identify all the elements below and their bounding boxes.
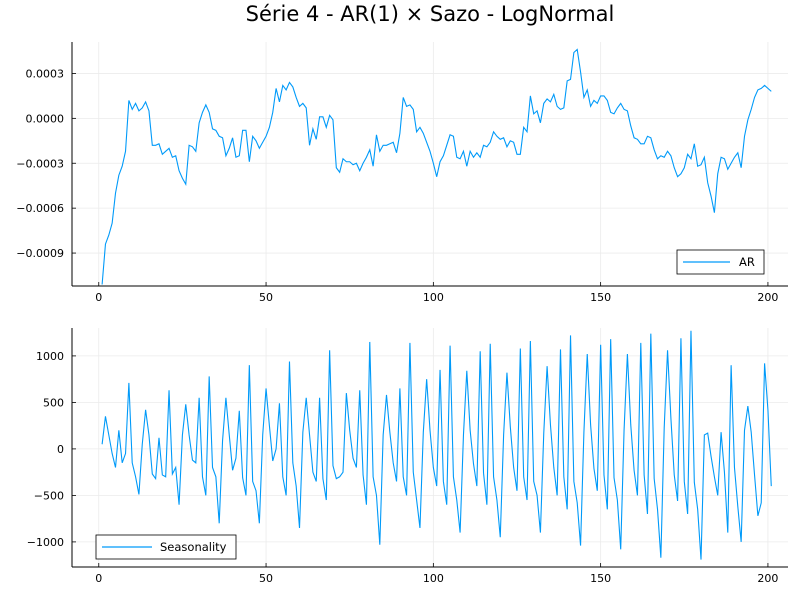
y-tick-label: 0.0003 [26,67,65,80]
legend-label-seasonality: Seasonality [160,540,227,554]
x-tick-label: 100 [423,572,444,585]
y-tick-label: 500 [43,396,64,409]
x-tick-label: 200 [757,572,778,585]
y-tick-label: −1000 [27,536,64,549]
y-tick-label: 0 [57,443,64,456]
legend: Seasonality [95,534,237,560]
legend: AR [676,249,765,275]
axes [71,328,788,568]
x-tick-label: 0 [95,572,102,585]
y-tick-label: 0.0000 [26,112,65,125]
x-tick-label: 50 [259,572,273,585]
y-tick-label: −0.0006 [16,202,64,215]
y-tick-labels: −1000 −500 0 500 1000 [27,350,64,549]
axes [71,42,788,287]
grid [72,42,788,286]
x-tick-labels: 0 50 100 150 200 [95,291,778,304]
y-tick-label: 1000 [36,350,64,363]
panel-ar: 0 50 100 150 200 −0.0009 −0.0006 −0.0003 0.0000… [16,42,788,304]
y-tick-label: −0.0003 [16,157,64,170]
chart-title: Série 4 - AR(1) × Sazo - LogNormal [246,2,615,26]
x-tick-labels: 0 50 100 150 200 [95,572,778,585]
series-line-seasonality [101,330,772,560]
x-tick-label: 50 [259,291,273,304]
series-line-ar [101,48,772,285]
legend-label-ar: AR [739,255,755,269]
x-tick-label: 100 [423,291,444,304]
x-tick-label: 200 [757,291,778,304]
y-tick-label: −0.0009 [16,247,64,260]
y-tick-labels: −0.0009 −0.0006 −0.0003 0.0000 0.0003 [16,67,64,260]
y-tick-label: −500 [34,489,64,502]
x-tick-label: 0 [95,291,102,304]
panel-seasonality: 0 50 100 150 200 −1000 −500 0 500 1000 Seasonali… [27,328,788,585]
x-tick-label: 150 [590,572,611,585]
x-tick-label: 150 [590,291,611,304]
